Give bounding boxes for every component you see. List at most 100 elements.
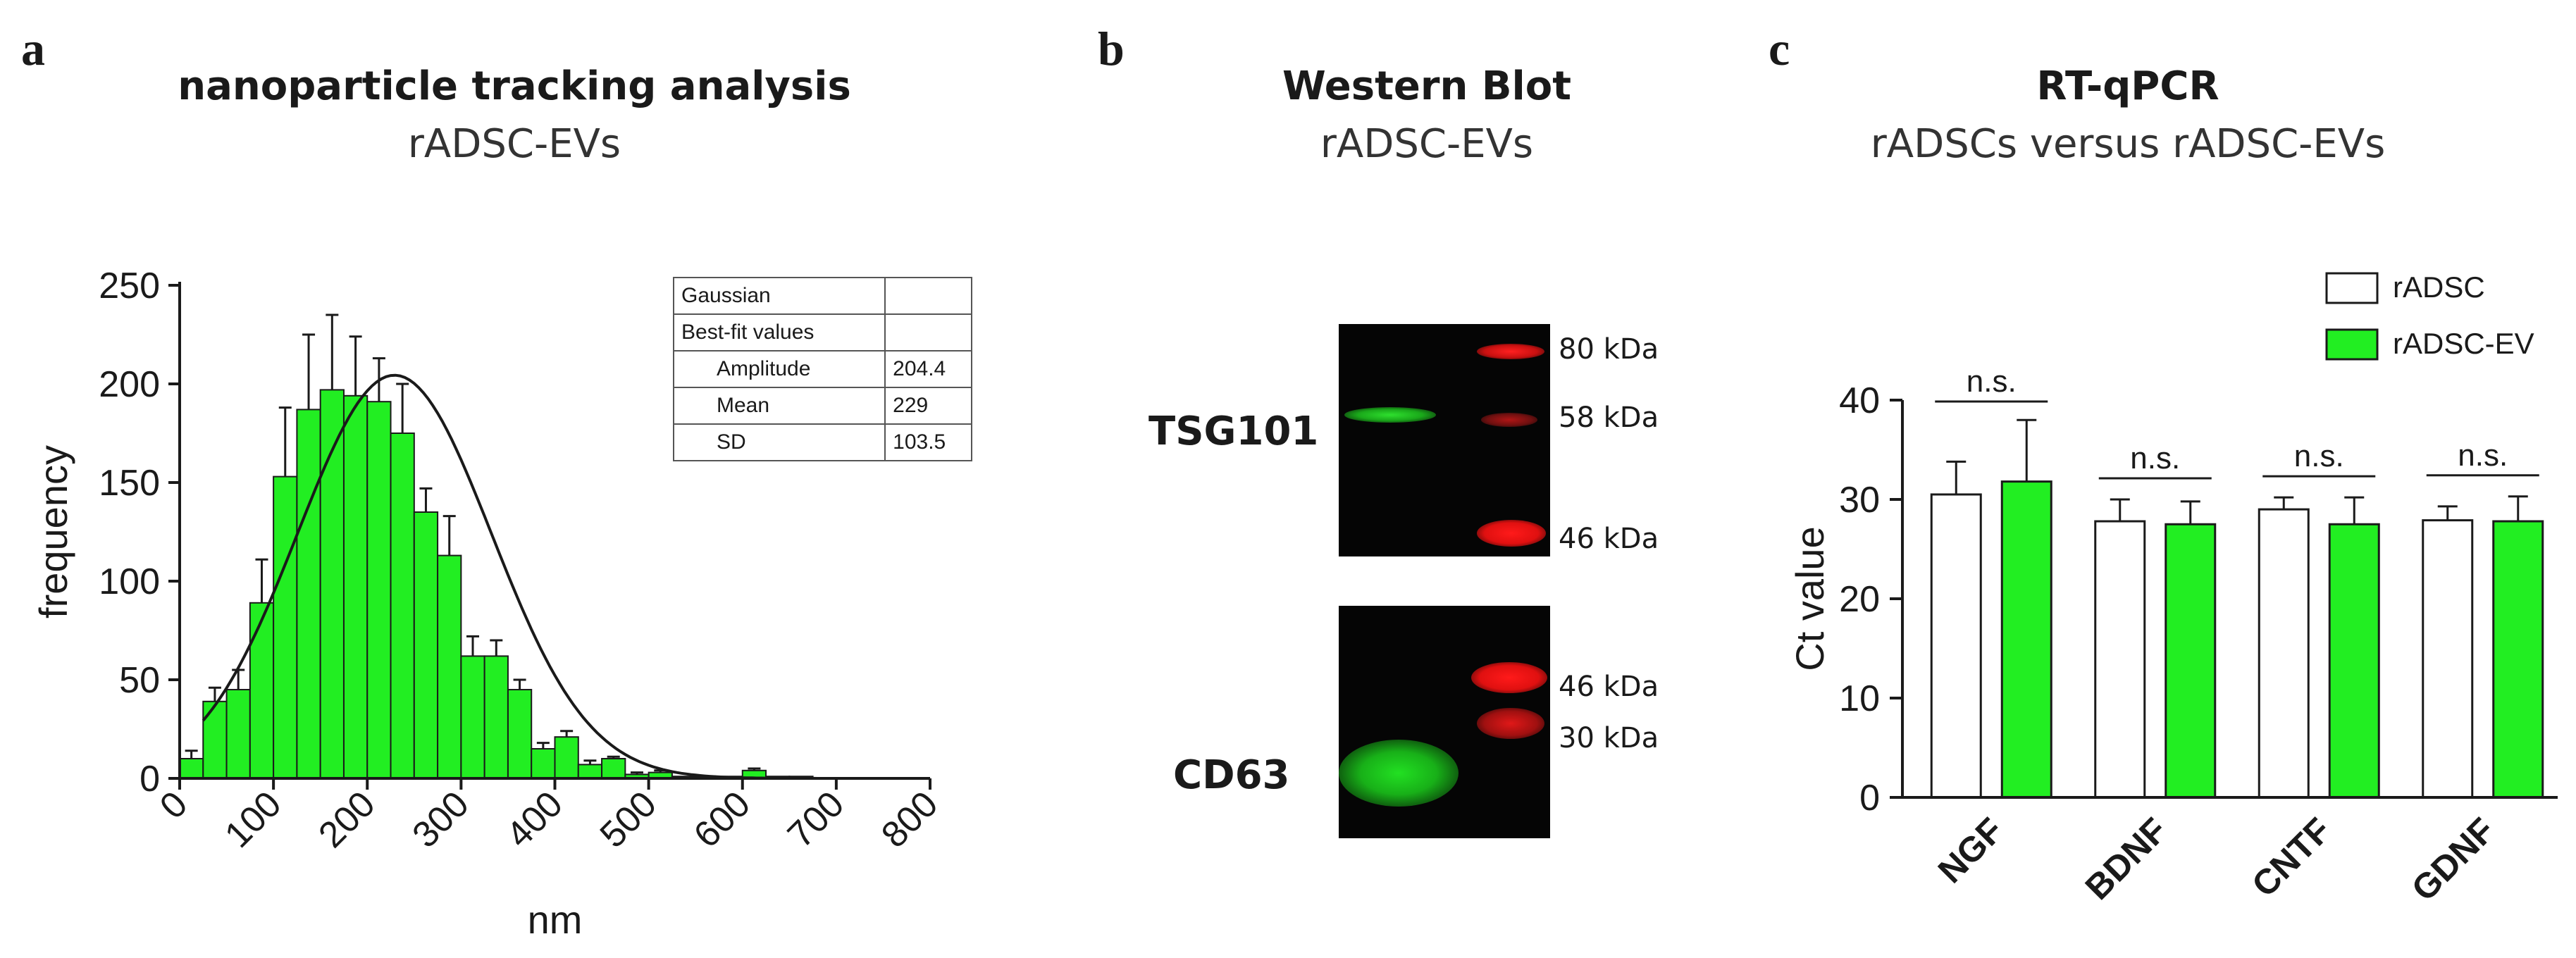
histogram-bar bbox=[601, 758, 626, 779]
fit-table-row: Gaussian bbox=[672, 277, 972, 315]
fit-table-row: Amplitude 204.4 bbox=[672, 350, 972, 388]
histogram-bar bbox=[554, 736, 579, 779]
fit-table-cell: 204.4 bbox=[884, 350, 972, 388]
band-tsg101-green bbox=[1344, 407, 1436, 423]
marker-label-58kda: 58 kDa bbox=[1559, 402, 1659, 434]
fit-table-cell: Mean bbox=[672, 387, 886, 425]
qpcr-bar bbox=[2000, 480, 2052, 799]
y-axis-label: frequency bbox=[31, 445, 75, 618]
category-label: CNTF bbox=[2244, 810, 2339, 904]
qpcr-bar bbox=[2422, 519, 2474, 799]
histogram-bar bbox=[273, 475, 298, 779]
y-axis-label: Ct value bbox=[1788, 526, 1832, 671]
histogram-bar bbox=[531, 748, 556, 779]
marker-label-30kda: 30 kDa bbox=[1559, 722, 1659, 754]
category-label: NGF bbox=[1931, 810, 2011, 890]
significance-label: n.s. bbox=[1967, 364, 2017, 399]
qpcr-bar bbox=[2165, 523, 2217, 799]
legend-label: rADSC-EV bbox=[2393, 327, 2534, 360]
x-tick-label: 100 bbox=[217, 783, 289, 855]
qpcr-bar bbox=[1930, 493, 1982, 799]
fit-table-cell: Gaussian bbox=[672, 277, 886, 315]
marker-label-46kda-bottom: 46 kDa bbox=[1559, 671, 1659, 703]
panel-a-letter: a bbox=[21, 22, 45, 75]
fit-table: Gaussian Best-fit values Amplitude 204.4 Mea… bbox=[672, 277, 972, 461]
histogram-bar bbox=[179, 758, 204, 779]
histogram-bar bbox=[577, 764, 603, 780]
band-cd63-green bbox=[1339, 740, 1459, 807]
y-tick-label: 50 bbox=[119, 660, 160, 701]
legend-swatch bbox=[2325, 272, 2379, 304]
histogram-bar bbox=[366, 401, 392, 779]
x-tick-label: 700 bbox=[780, 783, 852, 855]
fit-table-cell: Amplitude bbox=[672, 350, 886, 388]
significance-label: n.s. bbox=[2458, 438, 2508, 473]
ladder-band-30 bbox=[1477, 708, 1544, 739]
fit-table-cell: 103.5 bbox=[884, 423, 972, 461]
histogram-bar bbox=[202, 700, 228, 779]
x-tick-label: 800 bbox=[874, 783, 946, 855]
marker-label-46kda-top: 46 kDa bbox=[1559, 523, 1659, 555]
histogram-bar bbox=[390, 433, 415, 779]
histogram-bar bbox=[342, 394, 369, 779]
blot-protein-label-cd63: CD63 bbox=[1173, 752, 1290, 798]
western-blot-tsg101 bbox=[1339, 324, 1550, 556]
qpcr-bar bbox=[2492, 520, 2544, 799]
x-tick-label: 400 bbox=[499, 783, 571, 855]
fit-table-cell bbox=[884, 313, 972, 352]
y-tick-label: 200 bbox=[99, 364, 160, 405]
fit-table-cell: Best-fit values bbox=[672, 313, 886, 352]
x-tick-label: 500 bbox=[593, 783, 664, 855]
category-label: BDNF bbox=[2078, 810, 2175, 907]
y-tick-label: 150 bbox=[99, 463, 160, 504]
panel-c-subtitle: rADSCs versus rADSC-EVs bbox=[1870, 121, 2386, 167]
qpcr-bar-chart: n.s. NGF n.s. BDNF n.s. CNTF n.s. GDNF 0 10 20 30 40… bbox=[1788, 270, 2558, 909]
western-blot-cd63 bbox=[1339, 606, 1550, 838]
qpcr-bar bbox=[2328, 523, 2380, 799]
ladder-band-46-bottom bbox=[1471, 662, 1547, 693]
y-tick-label: 30 bbox=[1839, 480, 1880, 521]
significance-label: n.s. bbox=[2130, 441, 2180, 475]
qpcr-bar bbox=[2094, 520, 2146, 799]
y-tick-label: 10 bbox=[1839, 678, 1880, 719]
y-tick-label: 100 bbox=[99, 561, 160, 602]
fit-table-row: Best-fit values bbox=[672, 313, 972, 352]
panel-a-title: nanoparticle tracking analysis bbox=[178, 63, 851, 109]
x-axis-label: nm bbox=[528, 897, 583, 942]
fit-table-cell: 229 bbox=[884, 387, 972, 425]
panel-b-title: Western Blot bbox=[1282, 63, 1571, 109]
x-tick-label: 300 bbox=[404, 783, 476, 855]
panel-c: c RT-qPCR rADSCs versus rADSC-EVs n.s. NG… bbox=[1761, 0, 2576, 958]
legend-label: rADSC bbox=[2393, 270, 2485, 304]
histogram-bar bbox=[296, 409, 321, 779]
histogram-bar bbox=[460, 655, 485, 780]
histogram-bar bbox=[483, 655, 509, 780]
x-tick-label: 600 bbox=[686, 783, 758, 855]
panel-a: a nanoparticle tracking analysis rADSC-E… bbox=[0, 0, 972, 958]
fit-table-row: Mean 229 bbox=[672, 387, 972, 425]
qpcr-bar bbox=[2258, 508, 2310, 799]
ladder-band-58 bbox=[1481, 413, 1537, 427]
significance-label: n.s. bbox=[2294, 439, 2344, 473]
fit-table-row: SD 103.5 bbox=[672, 423, 972, 461]
panel-c-title: RT-qPCR bbox=[2036, 63, 2219, 109]
legend-swatch bbox=[2325, 328, 2379, 361]
fit-table-grid: Gaussian Best-fit values Amplitude 204.4 Mea… bbox=[672, 277, 972, 461]
x-tick-label: 200 bbox=[311, 783, 383, 855]
fit-table-cell bbox=[884, 277, 972, 315]
ladder-band-80 bbox=[1477, 344, 1544, 359]
panel-b: b Western Blot rADSC-EVs TSG101 80 kDa 5… bbox=[1057, 0, 1761, 958]
category-label: GDNF bbox=[2404, 810, 2503, 909]
panel-a-subtitle: rADSC-EVs bbox=[407, 121, 621, 167]
histogram-bar bbox=[413, 511, 439, 779]
histogram-bar bbox=[437, 554, 462, 779]
panel-b-letter: b bbox=[1098, 22, 1125, 75]
marker-label-80kda: 80 kDa bbox=[1559, 333, 1659, 366]
y-tick-label: 40 bbox=[1839, 380, 1880, 421]
panel-b-subtitle: rADSC-EVs bbox=[1320, 121, 1534, 167]
histogram-bar bbox=[225, 689, 251, 779]
histogram-bar bbox=[507, 689, 533, 779]
fit-table-cell: SD bbox=[672, 423, 886, 461]
histogram-bar bbox=[249, 602, 275, 779]
y-tick-label: 20 bbox=[1839, 579, 1880, 620]
